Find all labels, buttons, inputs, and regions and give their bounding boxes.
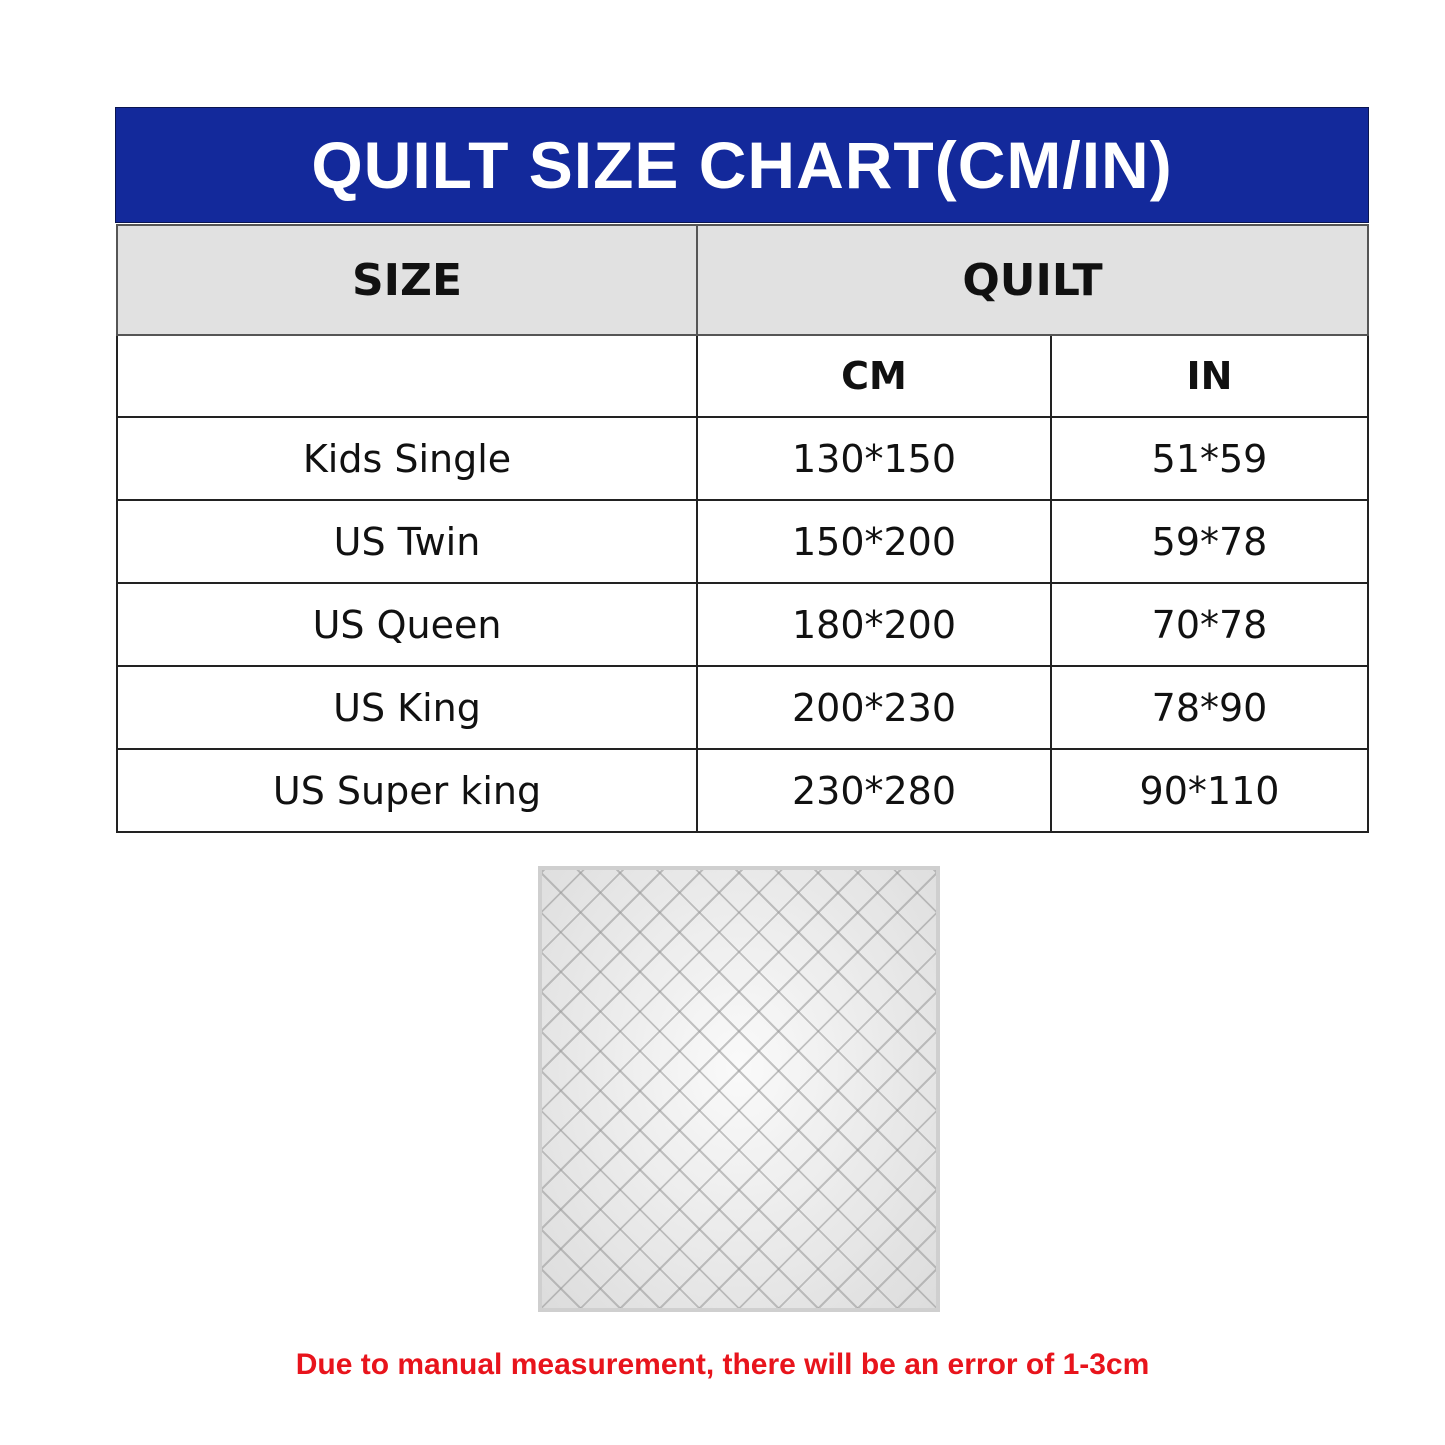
cell-size: Kids Single [116,416,698,501]
table-header-row: SIZE QUILT [116,224,1369,336]
table-subheader-row: CM IN [116,334,1369,418]
size-table: SIZE QUILT CM IN Kids Single 130*150 51*… [116,224,1369,833]
chart-title: QUILT SIZE CHART(CM/IN) [115,107,1369,223]
cell-in: 90*110 [1050,748,1369,833]
subheader-cm: CM [696,334,1052,418]
cell-size: US Super king [116,748,698,833]
cell-cm: 230*280 [696,748,1052,833]
cell-in: 51*59 [1050,416,1369,501]
header-size: SIZE [116,224,698,336]
cell-in: 78*90 [1050,665,1369,750]
table-row: US King 200*230 78*90 [116,665,1369,750]
subheader-in: IN [1050,334,1369,418]
cell-size: US King [116,665,698,750]
cell-size: US Twin [116,499,698,584]
table-row: Kids Single 130*150 51*59 [116,416,1369,501]
cell-in: 70*78 [1050,582,1369,667]
cell-cm: 200*230 [696,665,1052,750]
header-quilt: QUILT [696,224,1369,336]
subheader-size [116,334,698,418]
cell-cm: 130*150 [696,416,1052,501]
cell-cm: 180*200 [696,582,1052,667]
measurement-note: Due to manual measurement, there will be… [295,1348,1150,1381]
cell-in: 59*78 [1050,499,1369,584]
cell-cm: 150*200 [696,499,1052,584]
table-row: US Super king 230*280 90*110 [116,748,1369,833]
cell-size: US Queen [116,582,698,667]
quilt-image [538,866,940,1312]
table-row: US Twin 150*200 59*78 [116,499,1369,584]
table-row: US Queen 180*200 70*78 [116,582,1369,667]
